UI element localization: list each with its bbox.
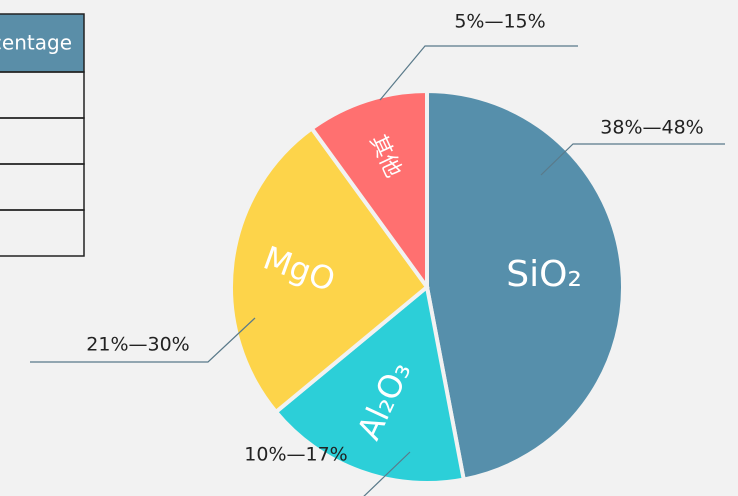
leader-line <box>379 45 578 101</box>
range-label: 10%—17% <box>244 444 347 466</box>
pie-slice <box>273 283 467 485</box>
table-cell <box>0 163 85 211</box>
table-header-cell <box>0 13 85 73</box>
range-label: 21%—30% <box>86 334 189 356</box>
table-cell <box>0 117 85 165</box>
leader-line <box>30 317 256 363</box>
table: Percentage <box>0 13 85 257</box>
table-header: Percentage <box>0 31 72 55</box>
slice-label: SiO₂ <box>506 254 582 295</box>
table-cell <box>0 209 85 257</box>
range-label: 38%—48% <box>600 117 703 139</box>
pie-slice <box>425 88 625 482</box>
table-cell <box>0 71 85 119</box>
pie-slice <box>229 125 430 415</box>
range-label: 5%—15% <box>454 11 545 33</box>
leader-line <box>540 143 725 176</box>
leader-line <box>363 451 411 496</box>
pie-slice <box>309 88 429 294</box>
